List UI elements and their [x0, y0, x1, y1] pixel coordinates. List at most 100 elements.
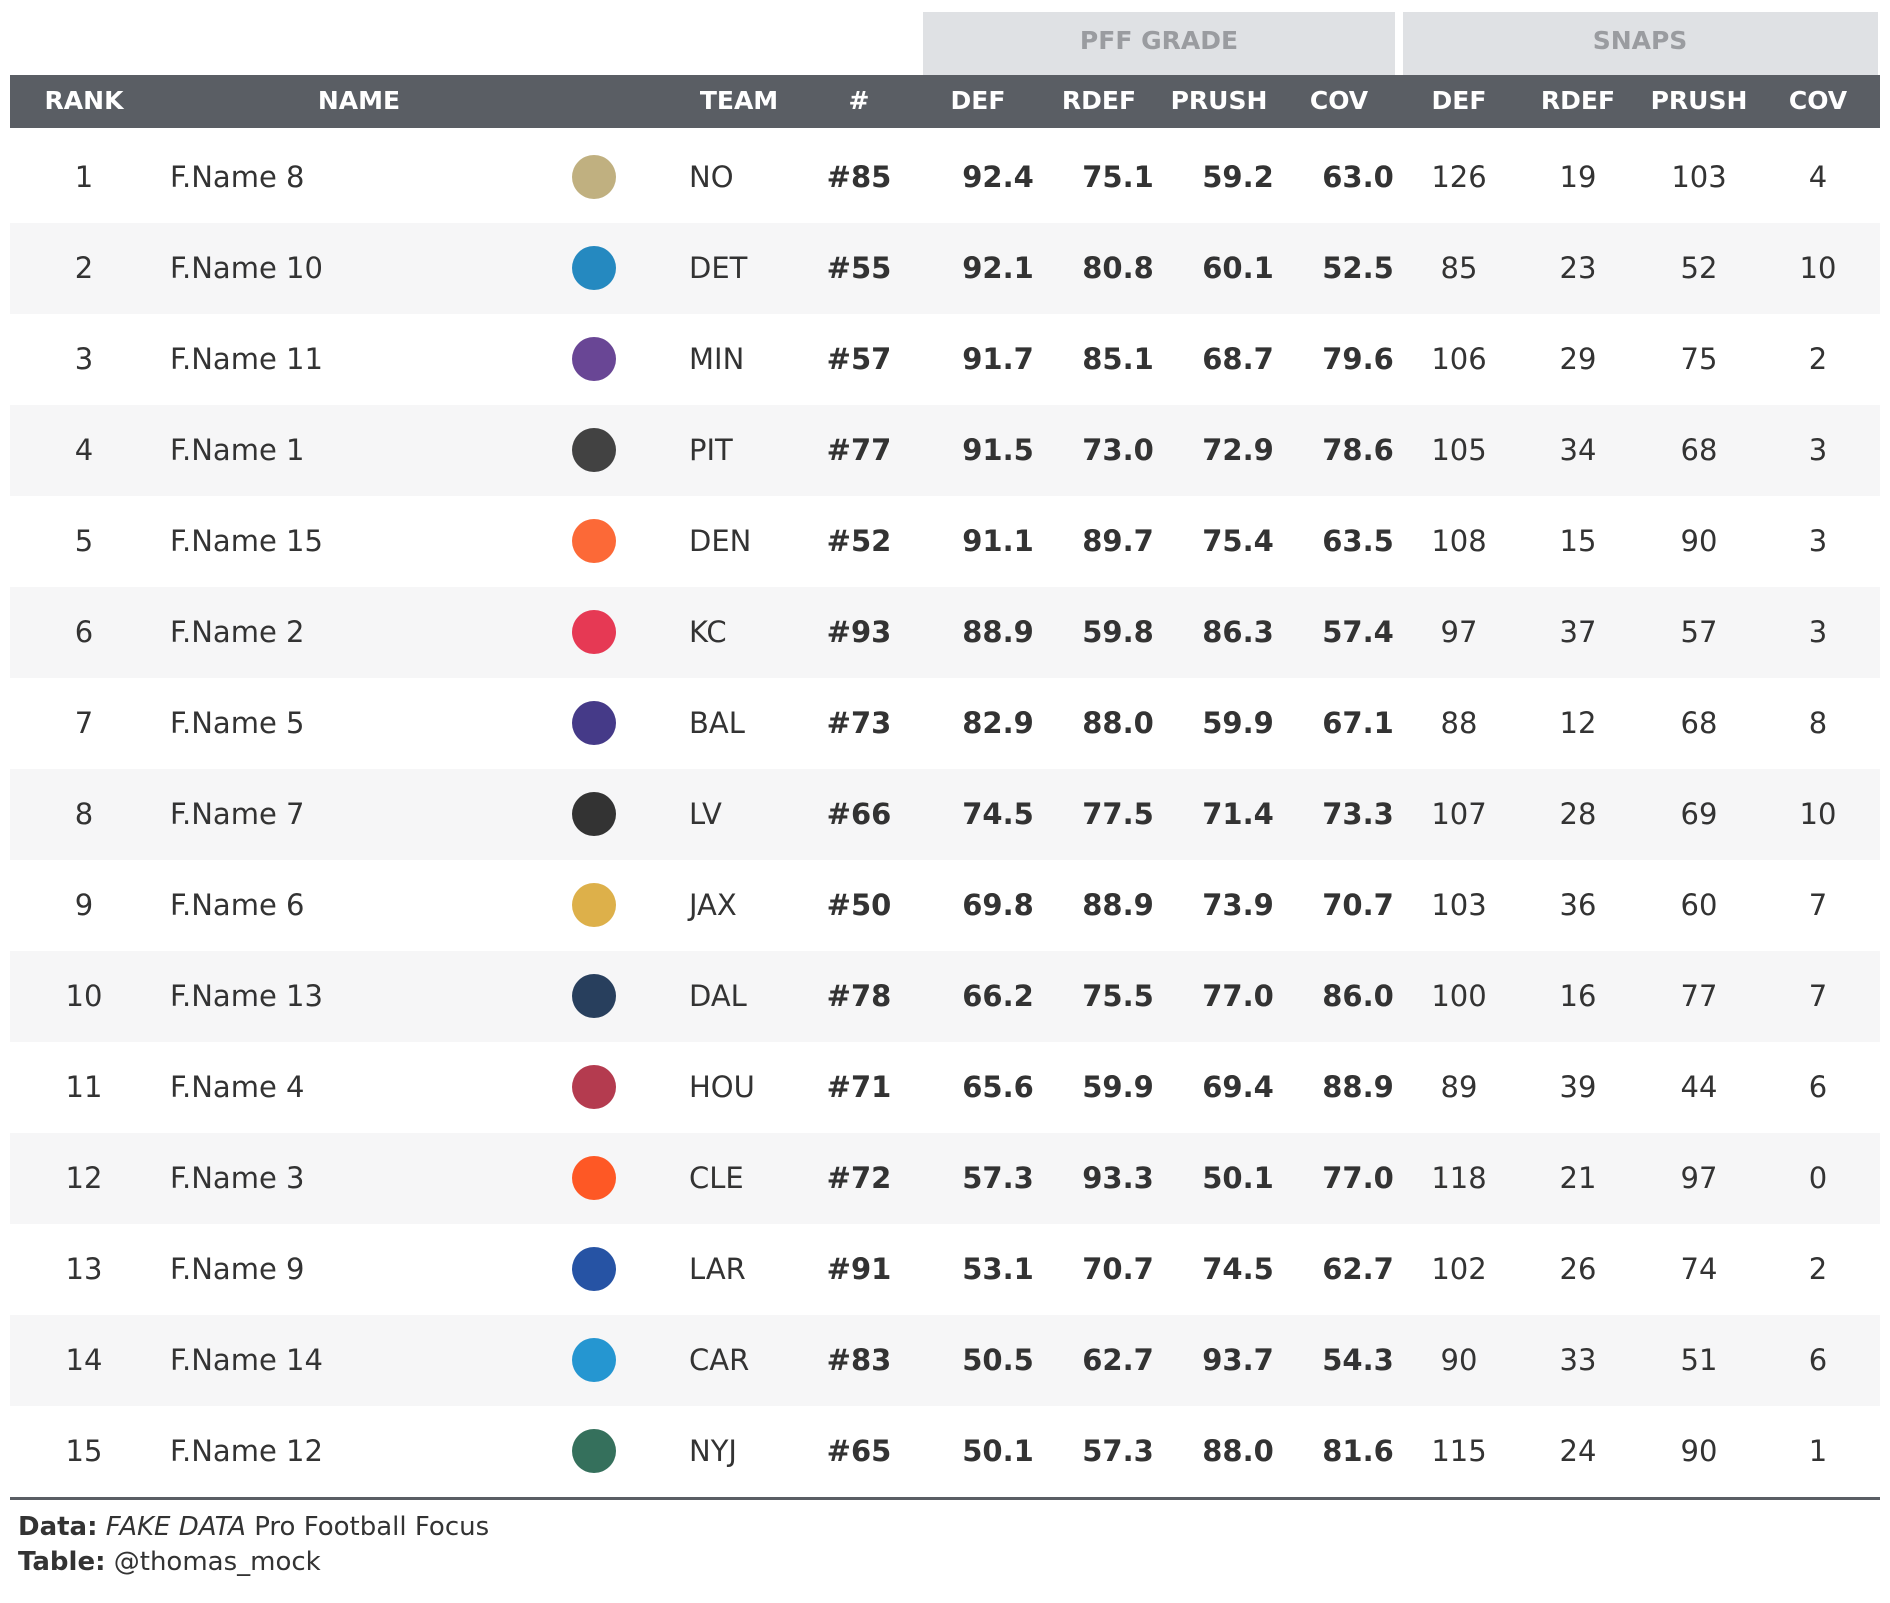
stat-cell: 91.5 [962, 433, 1034, 467]
rank: 5 [74, 524, 94, 558]
stat-cell: 91.7 [962, 342, 1034, 376]
player-name: F.Name 8 [170, 160, 305, 194]
column-header: NAME [317, 86, 401, 115]
team-logo [572, 519, 616, 563]
bottom-rule [10, 1497, 1880, 1500]
stat-cell: 28 [1559, 797, 1597, 831]
stat-cell: 12 [1559, 706, 1597, 740]
stat-cell: 77.0 [1322, 1161, 1394, 1195]
stat-cell: 92.1 [962, 251, 1034, 285]
jersey: #78 [826, 979, 892, 1013]
stat-cell: 78.6 [1322, 433, 1394, 467]
stat-cell: 33 [1559, 1343, 1597, 1377]
column-header: PRUSH [1170, 86, 1268, 115]
stat-cell: 77.0 [1202, 979, 1274, 1013]
stat-cell: 89.7 [1082, 524, 1154, 558]
stat-cell: 66.2 [962, 979, 1034, 1013]
stat-cell: 44 [1680, 1070, 1718, 1104]
team: DEN [689, 524, 752, 558]
stat-cell: 73.0 [1082, 433, 1154, 467]
jersey: #52 [826, 524, 892, 558]
stat-cell: 74 [1680, 1252, 1718, 1286]
rank: 4 [74, 433, 94, 467]
row-bg [10, 769, 1880, 860]
team: PIT [689, 433, 733, 467]
jersey: #50 [826, 888, 892, 922]
stat-cell: 75.5 [1082, 979, 1154, 1013]
team-logo [572, 610, 616, 654]
stat-cell: 19 [1559, 160, 1597, 194]
jersey: #77 [826, 433, 892, 467]
footer-label: Table: [18, 1547, 106, 1577]
stat-cell: 107 [1431, 797, 1487, 831]
team: BAL [689, 706, 745, 740]
stat-cell: 63.5 [1322, 524, 1394, 558]
team: KC [689, 615, 727, 649]
stat-cell: 15 [1559, 524, 1597, 558]
stat-cell: 59.9 [1202, 706, 1274, 740]
stat-cell: 7 [1808, 888, 1828, 922]
stat-cell: 59.9 [1082, 1070, 1154, 1104]
stat-cell: 90 [1680, 524, 1718, 558]
stat-cell: 3 [1808, 524, 1828, 558]
stat-cell: 108 [1431, 524, 1487, 558]
stat-cell: 60.1 [1202, 251, 1274, 285]
team-logo [572, 1338, 616, 1382]
stat-cell: 16 [1559, 979, 1597, 1013]
stat-cell: 51 [1680, 1343, 1718, 1377]
stat-cell: 81.6 [1322, 1434, 1394, 1468]
stat-cell: 86.0 [1322, 979, 1394, 1013]
stat-cell: 52.5 [1322, 251, 1394, 285]
stat-cell: 100 [1431, 979, 1487, 1013]
jersey: #72 [826, 1161, 892, 1195]
team-logo [572, 792, 616, 836]
row-bg [10, 223, 1880, 314]
stat-cell: 34 [1559, 433, 1597, 467]
column-header: COV [1788, 86, 1848, 115]
rank: 9 [74, 888, 94, 922]
stat-cell: 85.1 [1082, 342, 1154, 376]
team-logo [572, 428, 616, 472]
stat-cell: 70.7 [1082, 1252, 1154, 1286]
team: MIN [689, 342, 745, 376]
spanner: PFF GRADE [1079, 26, 1239, 55]
stat-cell: 68.7 [1202, 342, 1274, 376]
column-header: TEAM [699, 86, 779, 115]
stat-cell: 88.0 [1202, 1434, 1274, 1468]
player-name: F.Name 15 [170, 524, 323, 558]
rank: 12 [65, 1161, 103, 1195]
jersey: #91 [826, 1252, 892, 1286]
stat-cell: 54.3 [1322, 1343, 1394, 1377]
stat-cell: 68 [1680, 706, 1718, 740]
stat-cell: 82.9 [962, 706, 1034, 740]
team: HOU [689, 1070, 755, 1104]
stat-cell: 91.1 [962, 524, 1034, 558]
team-logo [572, 701, 616, 745]
stat-cell: 59.8 [1082, 615, 1154, 649]
stat-cell: 50.5 [962, 1343, 1034, 1377]
jersey: #71 [826, 1070, 892, 1104]
stat-cell: 103 [1431, 888, 1487, 922]
jersey: #66 [826, 797, 892, 831]
row-bg [10, 587, 1880, 678]
player-name: F.Name 11 [170, 342, 323, 376]
stat-cell: 118 [1431, 1161, 1487, 1195]
stat-cell: 6 [1808, 1343, 1828, 1377]
stat-cell: 85 [1440, 251, 1478, 285]
stat-cell: 63.0 [1322, 160, 1394, 194]
player-name: F.Name 9 [170, 1252, 305, 1286]
team-logo [572, 1429, 616, 1473]
team: DET [689, 251, 748, 285]
stat-cell: 90 [1680, 1434, 1718, 1468]
stat-cell: 74.5 [1202, 1252, 1274, 1286]
player-name: F.Name 1 [170, 433, 305, 467]
stat-cell: 4 [1808, 160, 1828, 194]
team-logo [572, 337, 616, 381]
rank: 6 [74, 615, 94, 649]
column-header: DEF [1431, 86, 1487, 115]
stat-cell: 68 [1680, 433, 1718, 467]
stat-cell: 88.0 [1082, 706, 1154, 740]
team-logo [572, 1247, 616, 1291]
stat-cell: 57.3 [1082, 1434, 1154, 1468]
